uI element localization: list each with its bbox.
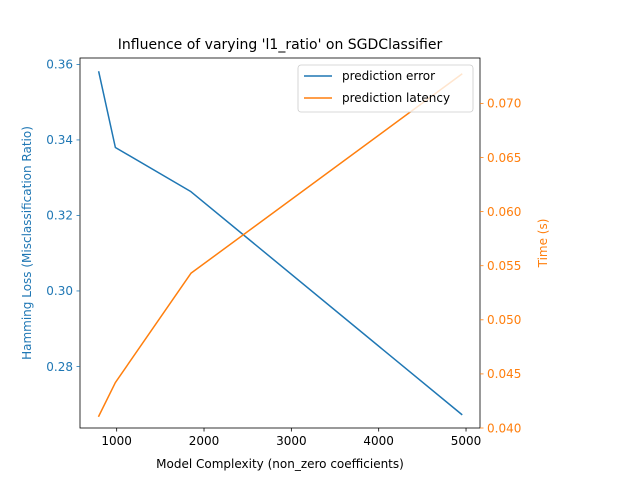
y-right-tick-label: 0.065: [487, 151, 521, 165]
chart-title: Influence of varying 'l1_ratio' on SGDCl…: [118, 37, 443, 53]
y-right-tick-label: 0.050: [487, 313, 521, 327]
y-left-tick-label: 0.30: [46, 284, 73, 298]
plot-area: [97, 71, 463, 418]
legend: prediction error prediction latency: [297, 64, 474, 113]
series-line-prediction-error: [97, 71, 463, 416]
x-axis: 1000 2000 3000 4000 5000: [101, 428, 481, 448]
y-left-tick-label: 0.32: [46, 209, 73, 223]
y-right-tick-label: 0.060: [487, 205, 521, 219]
legend-label-prediction-latency: prediction latency: [342, 91, 450, 105]
y-axis-right: 0.040 0.045 0.050 0.055 0.060 0.065 0.070: [480, 97, 521, 435]
x-tick-label: 4000: [363, 434, 394, 448]
y-left-tick-label: 0.28: [46, 360, 73, 374]
x-tick-label: 2000: [189, 434, 220, 448]
y-left-tick-label: 0.36: [46, 58, 73, 72]
y-axis-left: 0.28 0.30 0.32 0.34 0.36: [46, 58, 80, 374]
y-axis-right-title: Time (s): [536, 219, 550, 269]
legend-box: [297, 64, 474, 113]
x-axis-title: Model Complexity (non_zero coefficients): [156, 457, 404, 471]
y-right-tick-label: 0.070: [487, 97, 521, 111]
y-right-tick-label: 0.045: [487, 367, 521, 381]
y-right-tick-label: 0.055: [487, 259, 521, 273]
x-tick-label: 3000: [276, 434, 307, 448]
y-left-tick-label: 0.34: [46, 133, 73, 147]
y-right-tick-label: 0.040: [487, 421, 521, 435]
x-tick-label: 5000: [451, 434, 482, 448]
plot-frame: [79, 57, 481, 429]
y-axis-left-title: Hamming Loss (Misclassification Ratio): [20, 126, 34, 360]
x-tick-label: 1000: [101, 434, 132, 448]
legend-label-prediction-error: prediction error: [342, 69, 435, 83]
series-line-prediction-latency: [97, 73, 463, 418]
